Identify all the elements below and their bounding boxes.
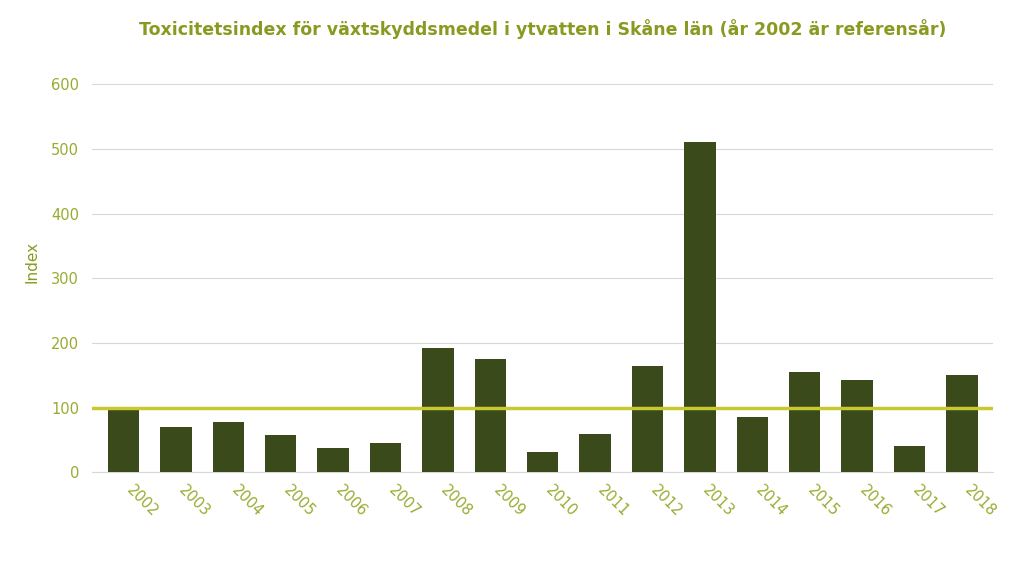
Bar: [161, 427, 191, 472]
Bar: [788, 372, 820, 472]
Bar: [894, 446, 925, 472]
Bar: [736, 418, 768, 472]
Bar: [265, 435, 297, 472]
Bar: [370, 442, 401, 472]
Bar: [684, 142, 716, 472]
Bar: [422, 348, 454, 472]
Bar: [474, 359, 506, 472]
Bar: [946, 376, 978, 472]
Title: Toxicitetsindex för växtskyddsmedel i ytvatten i Skåne län (år 2002 är referenså: Toxicitetsindex för växtskyddsmedel i yt…: [139, 19, 946, 39]
Y-axis label: Index: Index: [25, 241, 40, 283]
Bar: [108, 408, 139, 472]
Bar: [842, 380, 872, 472]
Bar: [213, 422, 244, 472]
Bar: [580, 434, 611, 472]
Bar: [632, 366, 664, 472]
Bar: [317, 448, 349, 472]
Bar: [527, 452, 558, 472]
